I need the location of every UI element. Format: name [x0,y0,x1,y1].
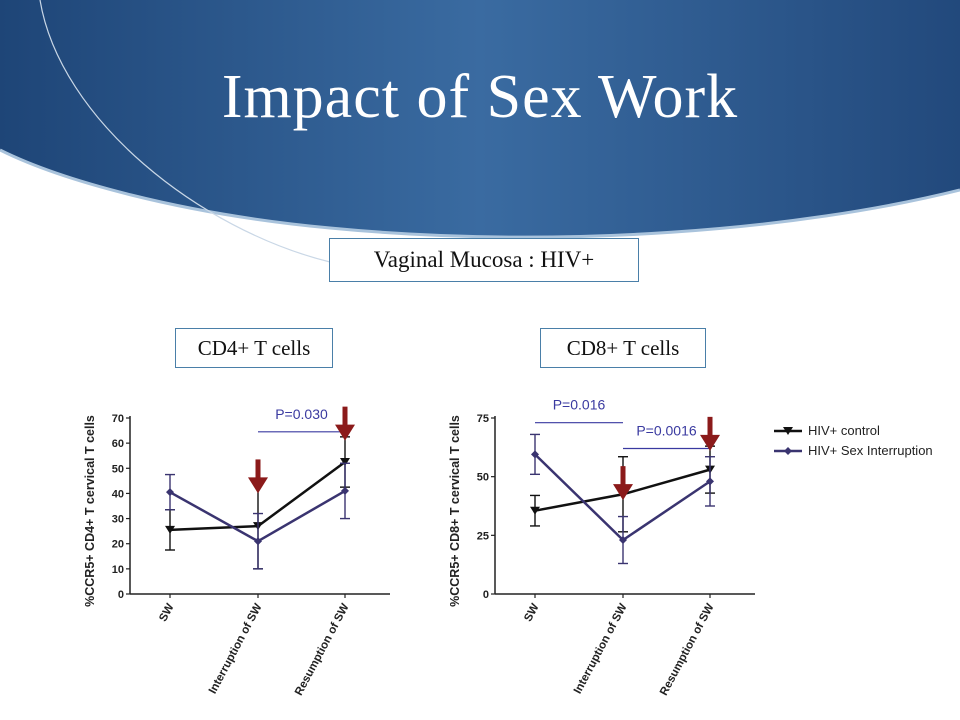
cd4-panel-label: CD4+ T cells [175,328,333,368]
cd4-y-tick-label: 60 [112,438,124,450]
cd4-y-tick-label: 40 [112,488,124,500]
cd8-y-tick-label: 0 [483,589,489,601]
cd4-category-label: SW [157,602,176,624]
cd4-y-tick-label: 30 [112,514,124,526]
cd8-category-label: SW [522,602,541,624]
cd4-point-interruption [254,537,262,546]
cd4-category-label: Resumption of SW [293,602,352,698]
chart-cd8: 0 25 50 75 %CCR5+ CD8+ T cervical T cells SW I… [448,397,755,698]
cd8-point-interruption [706,477,714,486]
legend-marker-control [783,427,793,435]
legend-item-control: HIV+ control [774,423,880,438]
cd4-category-label: Interruption of SW [207,602,265,696]
cd4-y-axis-label: %CCR5+ CD4+ T cervical T cells [83,415,97,607]
cd8-point-interruption [531,450,539,459]
cd8-y-tick-label: 50 [477,472,489,484]
cd4-point-interruption [341,486,349,495]
slide-title: Impact of Sex Work [221,63,739,131]
cd8-y-tick-label: 75 [477,413,489,425]
subtitle-box: Vaginal Mucosa : HIV+ [329,238,639,282]
legend: HIV+ control HIV+ Sex Interruption [774,423,933,458]
cd8-category-label: Interruption of SW [572,602,630,696]
legend-item-interruption: HIV+ Sex Interruption [774,443,933,458]
chart-cd4: 0 10 20 30 40 50 60 70 %CCR5+ CD4+ T cervical T … [83,406,390,698]
cd8-y-tick-label: 25 [477,530,489,542]
cd8-category-label: Resumption of SW [658,602,717,698]
cd8-y-axis-label: %CCR5+ CD8+ T cervical T cells [448,415,462,607]
cd8-point-control [530,506,540,515]
title-banner [0,0,960,263]
cd4-point-interruption [166,488,174,497]
cd4-y-tick-label: 0 [118,589,124,601]
cd8-pvalue-label: P=0.016 [553,397,606,413]
cd4-y-tick-label: 70 [112,413,124,425]
cd8-point-interruption [619,536,627,545]
cd4-highlight-arrowhead [335,424,355,441]
cd8-highlight-arrowhead [700,434,720,451]
cd4-highlight-arrowhead [248,477,268,494]
cd4-y-tick-label: 50 [112,463,124,475]
legend-label-control: HIV+ control [808,423,880,438]
cd8-pvalue-label: P=0.0016 [636,423,697,439]
legend-label-interruption: HIV+ Sex Interruption [808,443,933,458]
cd4-point-control [340,458,350,466]
cd4-pvalue-label: P=0.030 [275,406,328,422]
cd8-panel-label: CD8+ T cells [540,328,706,368]
cd4-y-tick-label: 20 [112,539,124,551]
cd4-point-control [165,525,175,534]
cd4-y-tick-label: 10 [112,564,124,576]
legend-marker-interruption [784,447,792,455]
cd8-highlight-arrowhead [613,484,633,501]
